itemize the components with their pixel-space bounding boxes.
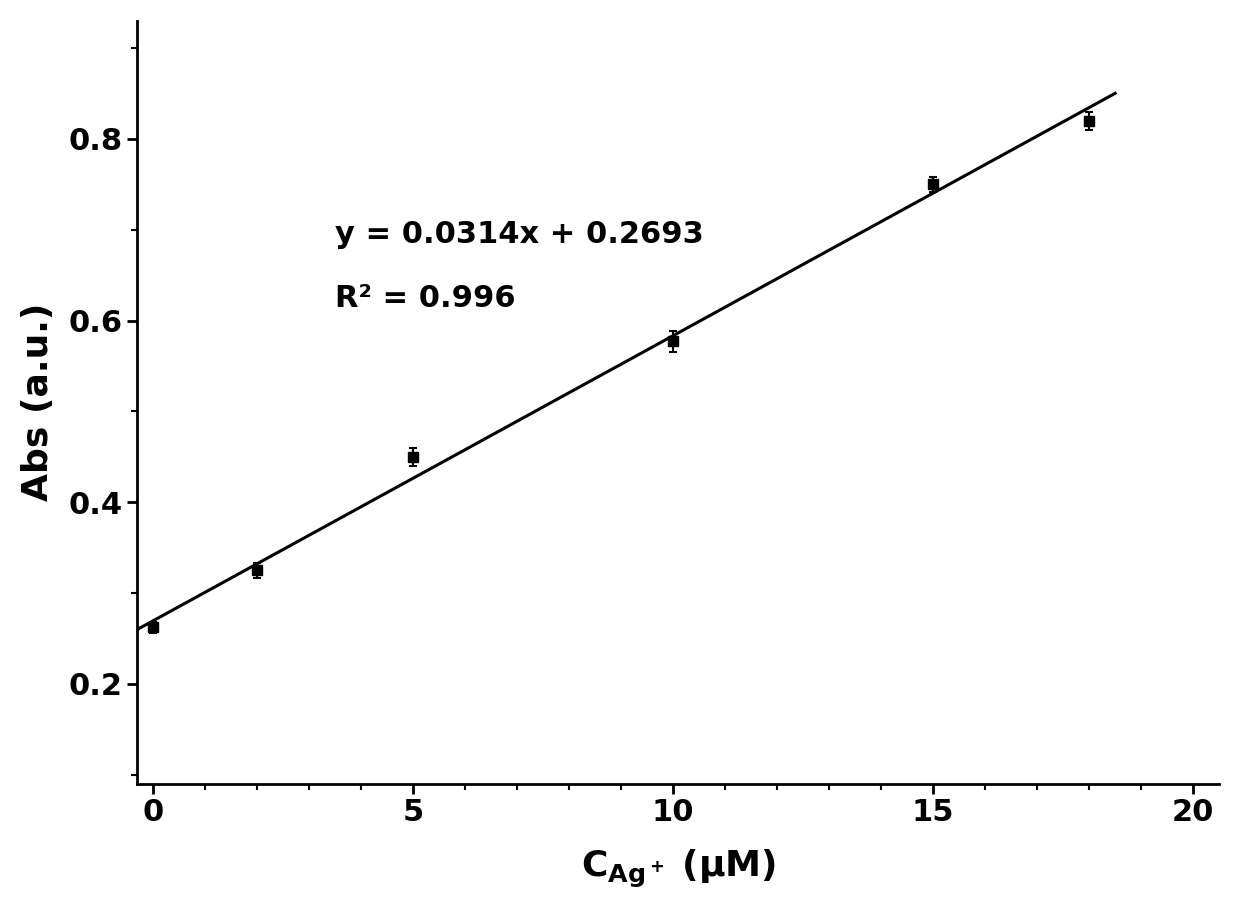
Text: R² = 0.996: R² = 0.996 (335, 284, 516, 312)
Y-axis label: Abs (a.u.): Abs (a.u.) (21, 303, 55, 501)
Text: y = 0.0314x + 0.2693: y = 0.0314x + 0.2693 (335, 220, 704, 250)
X-axis label: $\mathbf{C_{Ag^+}}$ $\mathbf{(\mu M)}$: $\mathbf{C_{Ag^+}}$ $\mathbf{(\mu M)}$ (580, 848, 776, 890)
